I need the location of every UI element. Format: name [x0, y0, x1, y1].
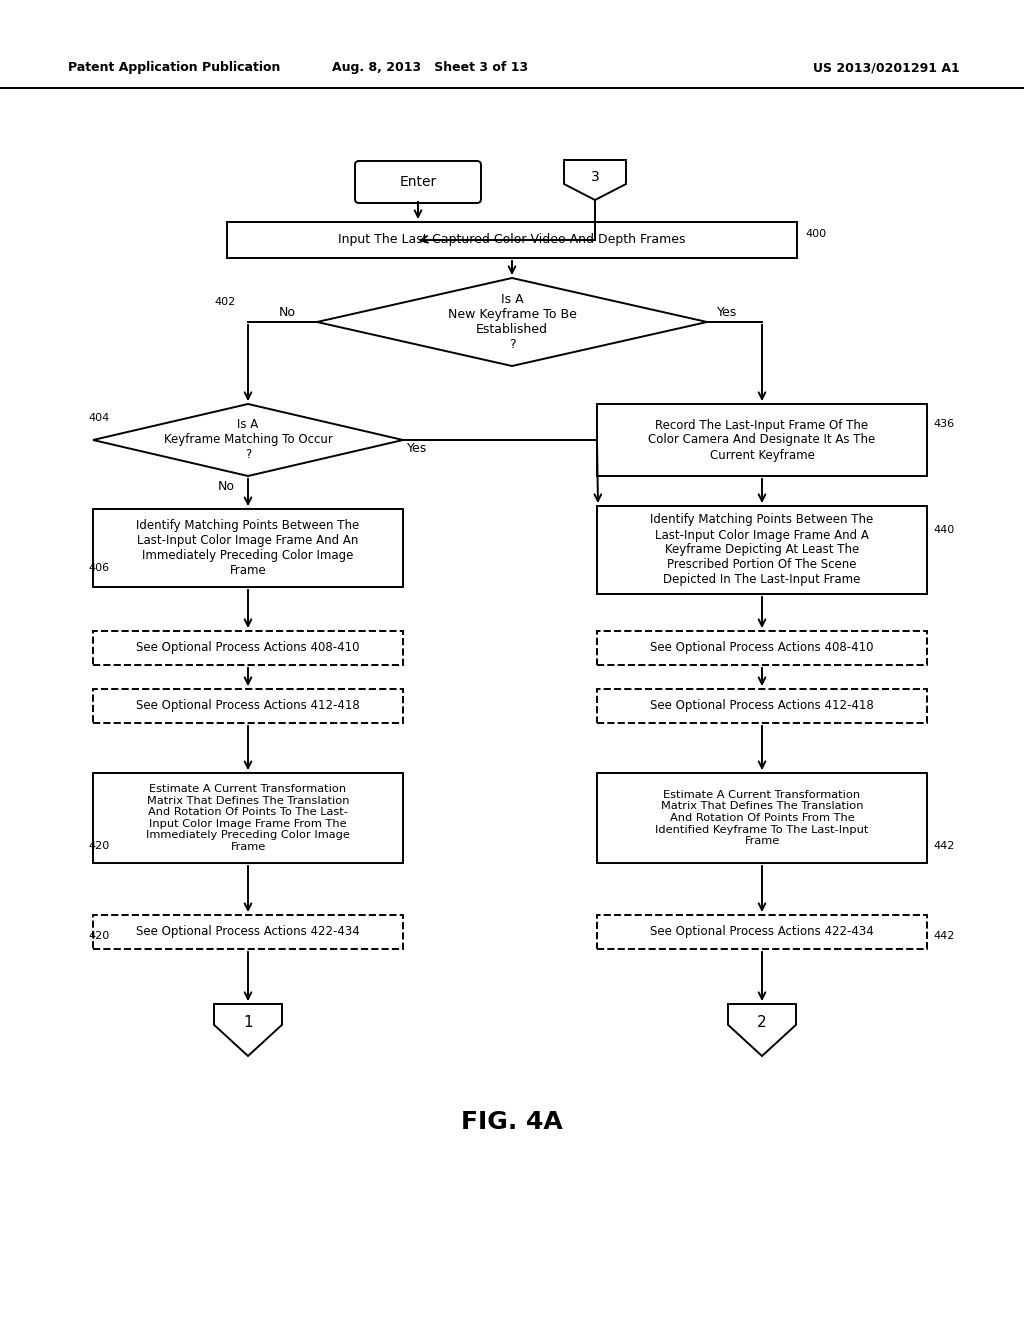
Text: Input The Last-Captured Color Video And Depth Frames: Input The Last-Captured Color Video And …: [338, 234, 686, 247]
Text: Patent Application Publication: Patent Application Publication: [68, 62, 281, 74]
Bar: [93, 689, 403, 723]
Text: 402: 402: [214, 297, 236, 308]
Polygon shape: [564, 160, 626, 201]
Text: 420: 420: [88, 841, 110, 851]
Bar: [597, 689, 927, 723]
Polygon shape: [728, 1005, 796, 1056]
Text: No: No: [218, 479, 234, 492]
Text: FIG. 4A: FIG. 4A: [461, 1110, 563, 1134]
Text: Estimate A Current Transformation
Matrix That Defines The Translation
And Rotati: Estimate A Current Transformation Matrix…: [146, 784, 350, 851]
Bar: [597, 774, 927, 863]
Text: See Optional Process Actions 412-418: See Optional Process Actions 412-418: [650, 700, 873, 713]
Text: 3: 3: [591, 170, 599, 183]
Text: Is A
Keyframe Matching To Occur
?: Is A Keyframe Matching To Occur ?: [164, 418, 333, 462]
Text: See Optional Process Actions 422-434: See Optional Process Actions 422-434: [650, 925, 873, 939]
Bar: [597, 404, 927, 477]
Text: 442: 442: [933, 841, 954, 851]
Text: Aug. 8, 2013   Sheet 3 of 13: Aug. 8, 2013 Sheet 3 of 13: [332, 62, 528, 74]
Polygon shape: [214, 1005, 282, 1056]
Text: See Optional Process Actions 408-410: See Optional Process Actions 408-410: [136, 642, 359, 655]
Text: Enter: Enter: [399, 176, 436, 189]
Polygon shape: [93, 404, 403, 477]
Bar: [93, 631, 403, 665]
Bar: [597, 915, 927, 949]
Bar: [93, 915, 403, 949]
Text: Is A
New Keyframe To Be
Established
?: Is A New Keyframe To Be Established ?: [447, 293, 577, 351]
FancyBboxPatch shape: [355, 161, 481, 203]
Text: 1: 1: [243, 1015, 253, 1030]
Text: Yes: Yes: [717, 305, 737, 318]
Text: Estimate A Current Transformation
Matrix That Defines The Translation
And Rotati: Estimate A Current Transformation Matrix…: [655, 789, 868, 846]
Polygon shape: [317, 279, 707, 366]
Text: 420: 420: [88, 931, 110, 941]
Text: Identify Matching Points Between The
Last-Input Color Image Frame And An
Immedia: Identify Matching Points Between The Las…: [136, 519, 359, 577]
Text: Yes: Yes: [407, 441, 427, 454]
Text: US 2013/0201291 A1: US 2013/0201291 A1: [813, 62, 961, 74]
Text: Identify Matching Points Between The
Last-Input Color Image Frame And A
Keyframe: Identify Matching Points Between The Las…: [650, 513, 873, 586]
Text: See Optional Process Actions 422-434: See Optional Process Actions 422-434: [136, 925, 359, 939]
Bar: [227, 222, 797, 257]
Text: 406: 406: [88, 564, 110, 573]
Text: 2: 2: [757, 1015, 767, 1030]
Text: 404: 404: [88, 413, 110, 422]
Bar: [93, 774, 403, 863]
Text: 436: 436: [933, 418, 954, 429]
Text: See Optional Process Actions 408-410: See Optional Process Actions 408-410: [650, 642, 873, 655]
Text: Record The Last-Input Frame Of The
Color Camera And Designate It As The
Current : Record The Last-Input Frame Of The Color…: [648, 418, 876, 462]
Text: 440: 440: [933, 525, 954, 535]
Text: See Optional Process Actions 412-418: See Optional Process Actions 412-418: [136, 700, 359, 713]
Bar: [597, 631, 927, 665]
Text: 442: 442: [933, 931, 954, 941]
Text: 400: 400: [805, 228, 826, 239]
Bar: [93, 510, 403, 587]
Text: No: No: [279, 305, 296, 318]
Bar: [597, 506, 927, 594]
